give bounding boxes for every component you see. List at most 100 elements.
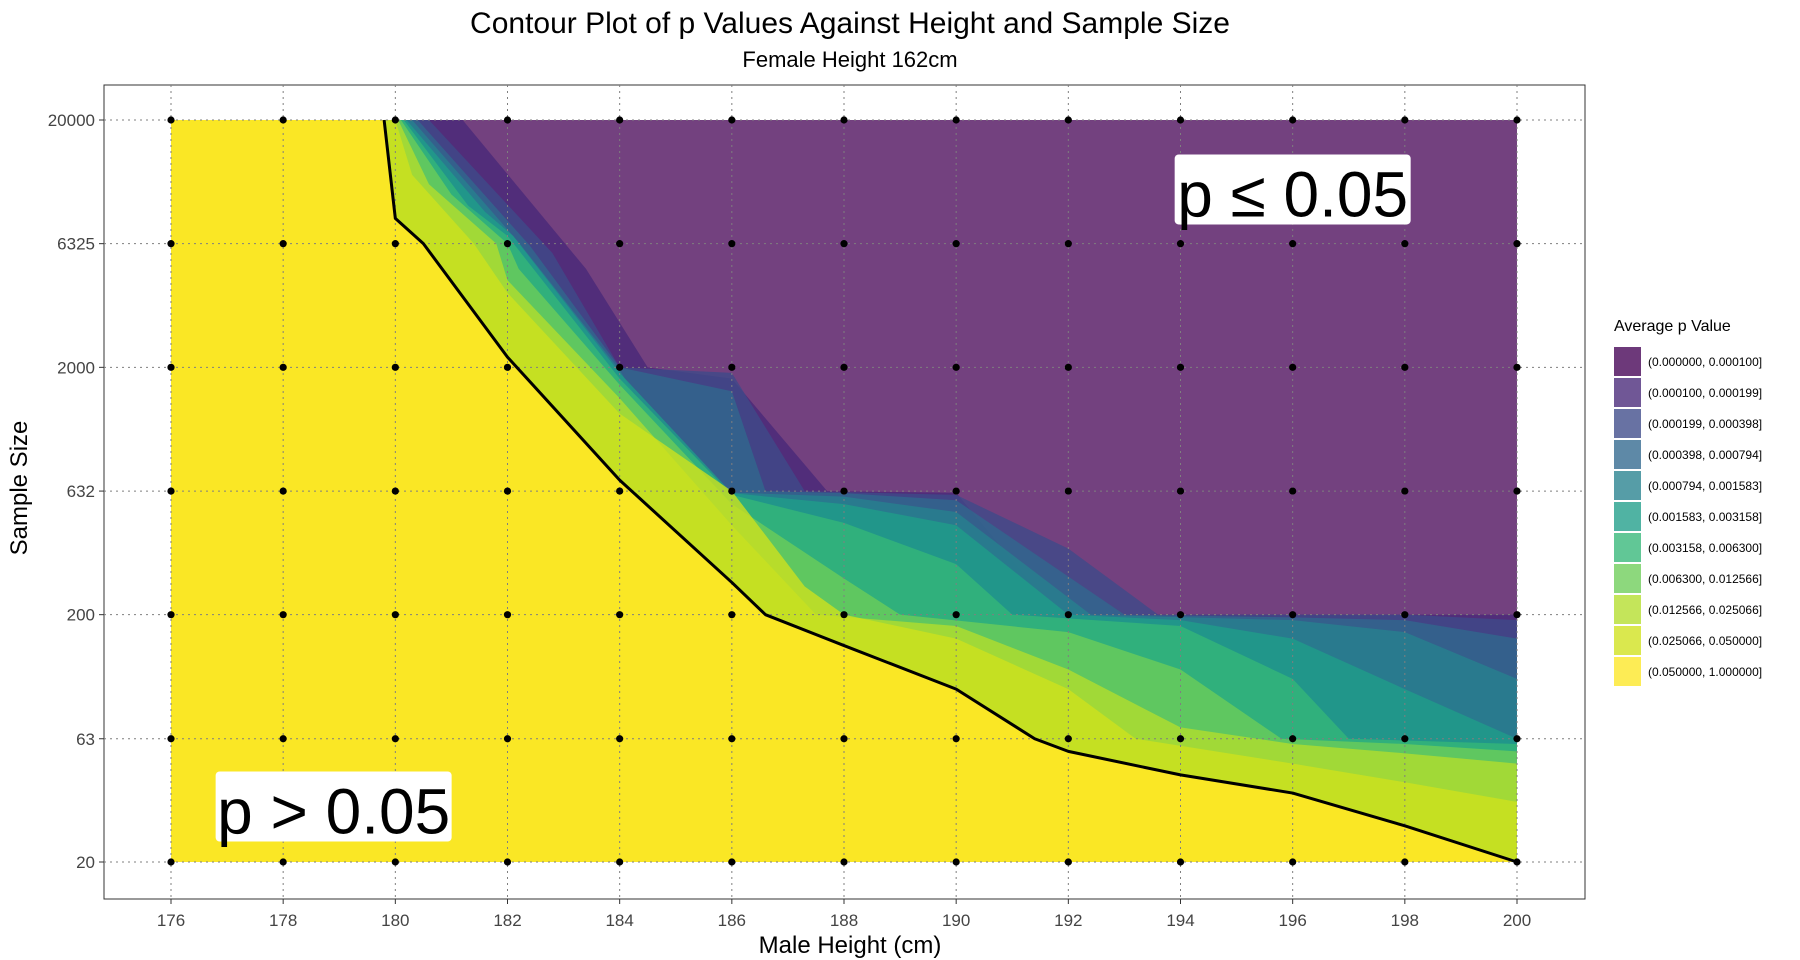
legend-swatch — [1614, 440, 1641, 469]
data-point — [167, 487, 175, 495]
annotation-box — [215, 771, 452, 842]
y-tick-label: 20000 — [48, 111, 95, 130]
annotation-box — [1174, 154, 1411, 225]
data-point — [840, 487, 848, 495]
data-point — [391, 487, 399, 495]
legend-label: (0.025066, 0.050000] — [1648, 634, 1762, 648]
data-point — [1176, 735, 1185, 743]
data-point — [1289, 611, 1297, 619]
data-point — [728, 363, 736, 371]
data-point — [279, 240, 287, 248]
data-point — [503, 611, 512, 619]
legend-swatch — [1614, 409, 1641, 438]
y-tick-label: 632 — [67, 482, 95, 501]
data-point — [840, 363, 848, 371]
data-point — [279, 611, 287, 619]
data-point — [840, 116, 848, 124]
data-point — [728, 240, 736, 248]
legend-swatch — [1614, 657, 1641, 686]
data-point — [391, 611, 399, 619]
legend-swatch — [1614, 626, 1641, 655]
data-point — [1401, 858, 1409, 866]
data-point — [279, 858, 287, 866]
y-axis-title: Sample Size — [6, 421, 33, 556]
data-point — [1064, 363, 1072, 371]
data-point — [840, 240, 848, 248]
contour-band-nonsignificant — [171, 120, 1517, 862]
annotation-label: p ≤ 0.05 — [1177, 158, 1408, 230]
data-point — [1513, 363, 1521, 371]
significance-boundary-line — [382, 119, 1518, 864]
data-point — [616, 735, 624, 743]
legend-label: (0.000000, 0.000100] — [1648, 355, 1762, 369]
data-point — [391, 363, 399, 371]
data-point — [167, 116, 175, 124]
data-point — [279, 363, 287, 371]
data-point — [391, 858, 399, 866]
legend-swatch — [1614, 502, 1641, 531]
data-point — [616, 363, 624, 371]
y-tick-label: 2000 — [57, 358, 95, 377]
data-point — [1289, 487, 1297, 495]
data-point — [167, 858, 175, 866]
legend-swatch — [1614, 378, 1641, 407]
data-point — [167, 735, 175, 743]
data-point — [616, 858, 624, 866]
legend-label: (0.012566, 0.025066] — [1648, 603, 1762, 617]
data-point — [1176, 240, 1185, 248]
data-point — [167, 611, 175, 619]
legend-label: (0.000794, 0.001583] — [1648, 479, 1762, 493]
legend-title: Average p Value — [1614, 318, 1731, 335]
data-point — [1176, 116, 1185, 124]
x-tick-label: 194 — [1166, 911, 1194, 930]
data-point — [728, 487, 736, 495]
data-point — [503, 116, 512, 124]
data-point — [279, 735, 287, 743]
data-point — [840, 611, 848, 619]
data-point — [1064, 735, 1072, 743]
data-point — [1513, 116, 1521, 124]
x-tick-label: 196 — [1278, 911, 1306, 930]
legend-swatch — [1614, 471, 1641, 500]
data-point — [952, 858, 960, 866]
data-point — [1401, 611, 1409, 619]
x-tick-label: 188 — [830, 911, 858, 930]
legend-label: (0.000398, 0.000794] — [1648, 448, 1762, 462]
legend-swatch — [1614, 533, 1641, 562]
x-tick-label: 190 — [942, 911, 970, 930]
data-point — [952, 611, 960, 619]
data-point — [1064, 116, 1072, 124]
legend-label: (0.000100, 0.000199] — [1648, 386, 1762, 400]
data-point — [1289, 116, 1297, 124]
y-tick-label: 63 — [76, 730, 95, 749]
x-tick-label: 180 — [381, 911, 409, 930]
data-point — [1513, 240, 1521, 248]
data-point — [1513, 611, 1521, 619]
data-point — [952, 116, 960, 124]
data-point — [279, 487, 287, 495]
x-axis-ticks: 176 178 180 182 184 186 188 190 192 194 196 198 200 — [157, 899, 1531, 930]
data-point — [1513, 735, 1521, 743]
data-point — [616, 487, 624, 495]
data-point — [840, 735, 848, 743]
data-point — [952, 363, 960, 371]
data-point — [1513, 487, 1521, 495]
x-tick-label: 198 — [1391, 911, 1419, 930]
annotation-nonsignificant: p > 0.05 — [215, 771, 452, 848]
legend-swatch — [1614, 347, 1641, 376]
data-point — [1064, 487, 1072, 495]
data-point — [1064, 611, 1072, 619]
data-point — [503, 363, 512, 371]
data-point — [728, 858, 736, 866]
data-point — [1289, 240, 1297, 248]
data-point — [952, 735, 960, 743]
data-point — [616, 240, 624, 248]
data-point — [1064, 240, 1072, 248]
y-tick-label: 20 — [76, 853, 95, 872]
data-point — [503, 858, 512, 866]
x-axis-title: Male Height (cm) — [759, 932, 942, 959]
data-point — [391, 735, 399, 743]
legend-label: (0.003158, 0.006300] — [1648, 541, 1762, 555]
